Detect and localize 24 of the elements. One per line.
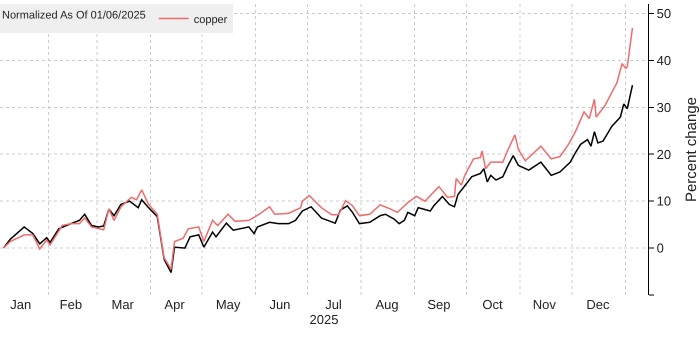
line-series [2,84,634,274]
y-tick-label: 0 [656,240,664,256]
x-tick-label: Dec [586,297,610,312]
x-tick-label: Jan [10,297,32,312]
y-tick-label: 10 [656,194,672,209]
legend-title: Normalized As Of 01/06/2025 [2,9,146,22]
x-tick-label: Aug [376,297,399,312]
x-tick-label: Oct [482,297,503,312]
legend-label: copper [194,14,228,26]
x-axis-title: 2025 [310,312,338,327]
x-tick-label: May [216,297,241,312]
x-tick-label: Sep [427,297,450,312]
x-tick-label: Jul [325,297,342,312]
x-tick-label: Apr [164,297,186,312]
x-tick-label: Feb [60,297,82,312]
x-tick-label: Jun [269,297,290,312]
y-tick-label: 20 [656,146,672,162]
y-tick-label: 40 [656,52,672,68]
x-tick-label: Nov [532,297,556,312]
y-tick-label: 30 [656,100,672,115]
x-tick-label: Mar [111,297,135,312]
y-tick-label: 50 [656,6,672,21]
line-series [2,27,634,270]
y-axis-title: Percent change [683,96,700,202]
